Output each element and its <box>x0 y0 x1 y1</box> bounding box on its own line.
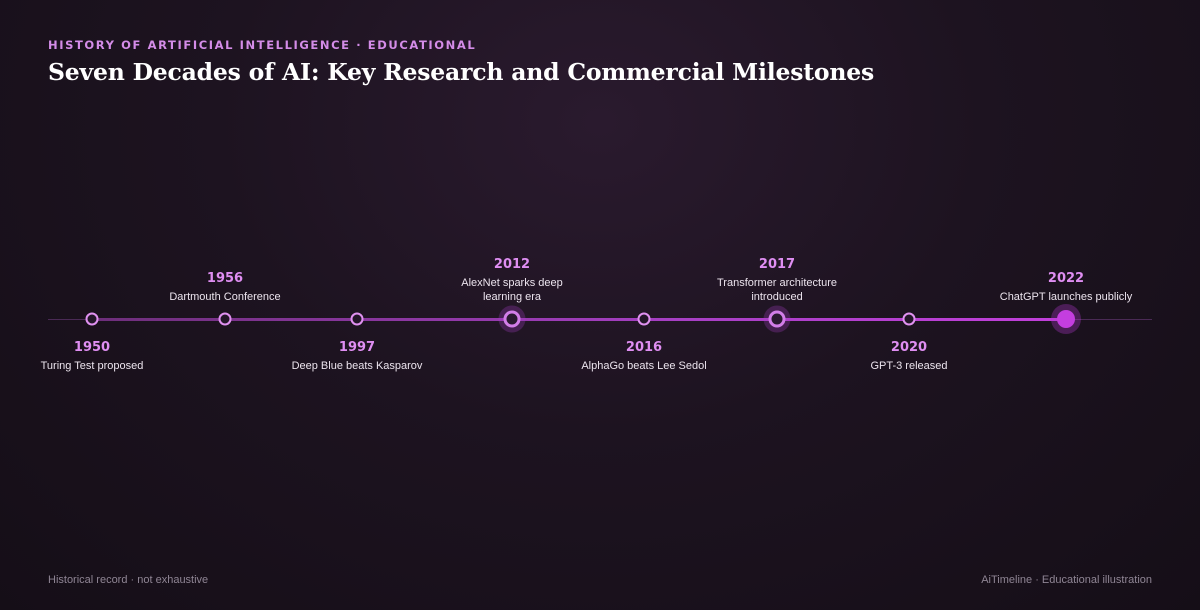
milestone-label: 2022 ChatGPT launches publicly <box>981 271 1151 304</box>
milestone-marker <box>85 312 99 326</box>
milestone-event: AlexNet sparks deep learning era <box>461 277 563 303</box>
milestone-event: Deep Blue beats Kasparov <box>291 360 423 372</box>
milestone-event: Dartmouth Conference <box>169 291 281 303</box>
milestone-year: 2020 <box>890 340 928 355</box>
milestone-event: Turing Test proposed <box>40 360 144 372</box>
milestone-year: 1950 <box>73 340 111 355</box>
milestone-label: 2012 AlexNet sparks deep learning era <box>442 257 582 304</box>
milestone-label: 2020 GPT-3 released <box>824 340 994 373</box>
milestone-marker-current <box>1057 310 1075 328</box>
milestone-label: 2017 Transformer architecture introduced <box>702 257 852 304</box>
milestone-label: 1956 Dartmouth Conference <box>140 271 310 304</box>
milestone-label: 1950 Turing Test proposed <box>7 340 177 373</box>
milestone-label: 2016 AlphaGo beats Lee Sedol <box>559 340 729 373</box>
milestone-year: 2012 <box>493 257 531 272</box>
milestone-year: 1956 <box>206 271 244 286</box>
milestone-year: 1997 <box>338 340 376 355</box>
milestone-event: GPT-3 released <box>870 360 948 372</box>
page-title: Seven Decades of AI: Key Research and Co… <box>48 58 875 86</box>
timeline-progress-line <box>92 318 1066 321</box>
milestone-label: 1997 Deep Blue beats Kasparov <box>272 340 442 373</box>
milestone-marker <box>637 312 651 326</box>
milestone-marker <box>350 312 364 326</box>
milestone-year: 2022 <box>1047 271 1085 286</box>
milestone-marker-major <box>503 310 521 328</box>
footer-credit: AiTimeline · Educational illustration <box>981 574 1152 586</box>
kicker-label: HISTORY OF ARTIFICIAL INTELLIGENCE · EDU… <box>48 38 477 52</box>
milestone-event: ChatGPT launches publicly <box>999 291 1133 303</box>
milestone-event: AlphaGo beats Lee Sedol <box>581 360 707 372</box>
milestone-marker <box>902 312 916 326</box>
milestone-event: Transformer architecture introduced <box>716 277 838 303</box>
milestone-year: 2016 <box>625 340 663 355</box>
milestone-marker <box>218 312 232 326</box>
footer-note: Historical record · not exhaustive <box>48 574 209 586</box>
milestone-year: 2017 <box>758 257 796 272</box>
milestone-marker-major <box>768 310 786 328</box>
